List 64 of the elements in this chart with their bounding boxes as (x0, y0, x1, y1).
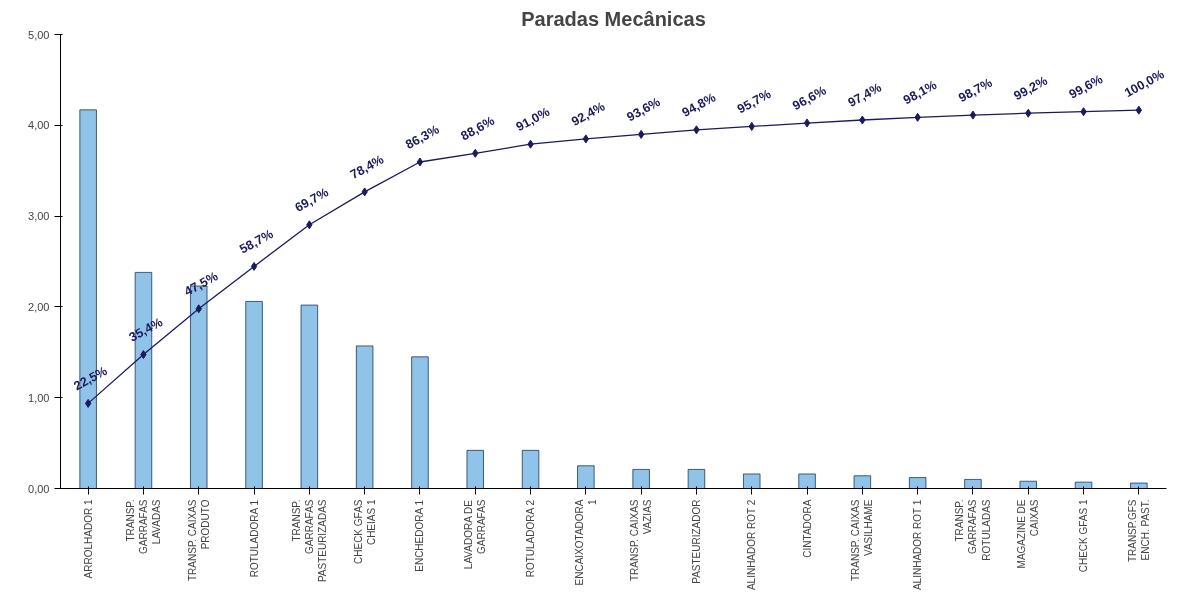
bar (300, 304, 319, 489)
x-tick-label: CHECK GFAS CHEIAS 1 (352, 499, 377, 564)
bar (632, 469, 650, 489)
x-tick-label: TRANSP.GFS ENCH. PAST. (1126, 499, 1151, 563)
point (416, 157, 424, 167)
point (748, 121, 755, 131)
point (1080, 107, 1087, 117)
bar (1019, 480, 1037, 489)
point (637, 129, 645, 139)
point (472, 148, 479, 158)
bar (798, 473, 816, 489)
point (582, 134, 590, 144)
bar (411, 356, 429, 489)
x-tick-label: PASTEURIZADOR (690, 499, 702, 584)
bar (687, 469, 706, 489)
point (250, 261, 258, 271)
x-tick-label: LAVADORA DE GARRAFAS (463, 499, 488, 570)
x-tick-label: TRANSP. CAIXAS VASILHAME (850, 499, 875, 582)
point (1135, 105, 1143, 115)
y-tick-label: 1,00 (28, 391, 50, 404)
bar (853, 475, 872, 489)
x-tick-label: ENCHEDORA 1 (414, 499, 426, 572)
bar (521, 449, 540, 489)
x-tick-label: TRANSP. GARRAFAS PASTEURIZADAS (290, 499, 329, 583)
point (969, 110, 977, 120)
y-tick-label: 3,00 (28, 210, 50, 223)
bar (466, 449, 484, 489)
x-tick-label: ALINHADOR ROT 1 (912, 499, 924, 591)
bar (1130, 482, 1148, 489)
point (140, 350, 147, 360)
point (527, 139, 534, 149)
x-tick-label: ROTULADORA 2 (525, 499, 537, 578)
bar (355, 345, 374, 489)
bar (245, 301, 263, 489)
x-tick-label: MAGAZINE DE CAIXAS (1016, 499, 1041, 569)
y-tick-label: 0,00 (28, 482, 50, 495)
y-tick-label: 4,00 (28, 119, 50, 132)
point (693, 125, 700, 135)
point (1025, 108, 1032, 118)
x-tick-label: ARROLHADOR 1 (82, 499, 94, 579)
bar (908, 477, 927, 489)
point (84, 398, 92, 408)
x-tick-label: ALINHADOR ROT 2 (746, 499, 758, 591)
x-tick-label: ENCAIXOTADORA 1 (573, 499, 598, 586)
bar (577, 465, 595, 489)
y-tick-label: 5,00 (28, 28, 50, 41)
x-tick-label: TRANSP. CAIXAS PRODUTO (186, 499, 211, 582)
x-tick-label: TRANSP. CAIXAS VAZIAS (629, 499, 654, 582)
point (361, 187, 368, 197)
point (306, 220, 313, 230)
x-tick-label: CHECK GFAS 1 (1078, 499, 1090, 573)
chart-title: Paradas Mecânicas (521, 7, 706, 30)
x-tick-label: TRANSP. GARRAFAS ROTULADAS (954, 499, 992, 561)
y-tick-label: 2,00 (28, 300, 50, 313)
point (803, 118, 811, 128)
bar (1074, 481, 1093, 489)
point (195, 304, 202, 314)
point (859, 115, 866, 125)
x-tick-label: TRANSP. GARRAFAS LAVADAS (124, 499, 163, 554)
x-tick-label: CINTADORA (801, 499, 813, 558)
bar (964, 479, 982, 489)
point (914, 112, 921, 122)
bar (743, 473, 761, 489)
x-tick-label: ROTULADORA 1 (248, 499, 260, 578)
